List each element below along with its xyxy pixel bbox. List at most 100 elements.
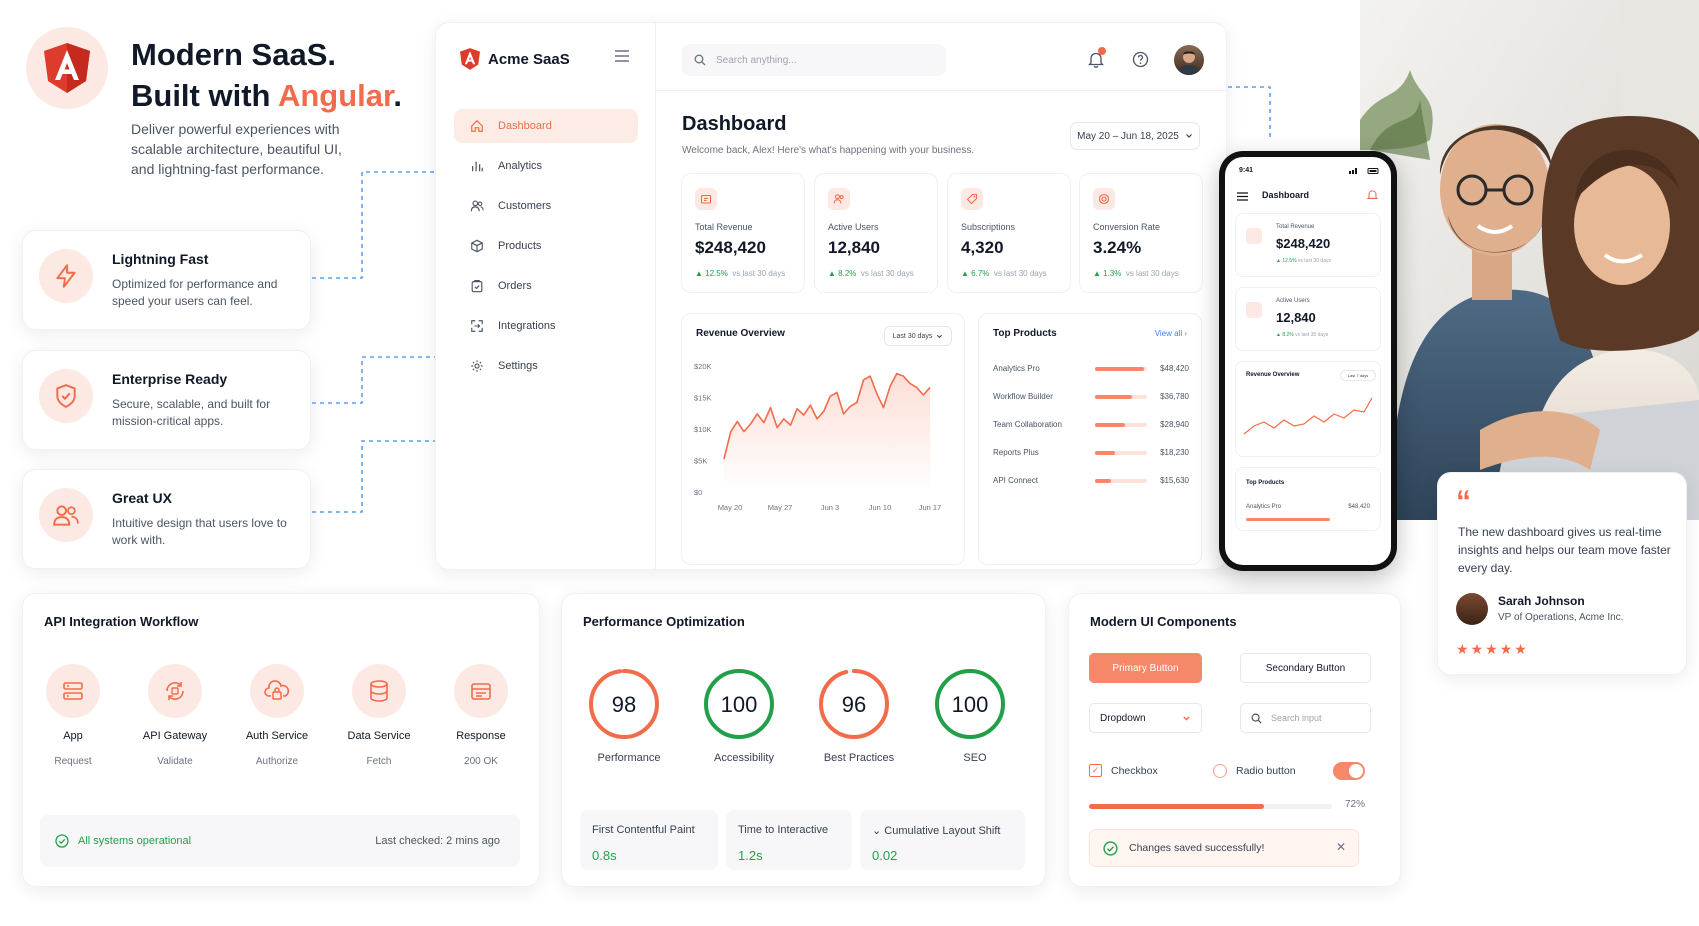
step-sub: 200 OK [464,756,498,767]
revenue-filter-dropdown[interactable]: Last 30 days [884,326,952,346]
kpi-change: ▲ 6.7% vs last 30 days [961,269,1047,278]
step-sub: Authorize [255,756,299,767]
mobile-phone-mockup: 9:41 Dashboard Total Revenue $248,420 ▲ … [1219,151,1397,571]
phone-kpi-revenue: Total Revenue $248,420 ▲ 12.5% vs last 3… [1235,213,1381,277]
nav-products[interactable]: Products [454,229,638,263]
search-input-placeholder: Search input [1271,713,1322,723]
x-tick-label: Jun 3 [821,503,839,512]
workflow-step-response: Response 200 OK [436,664,526,767]
phone-kpi-change-value: 8.2% [1282,332,1294,338]
nav-settings[interactable]: Settings [454,349,638,383]
angular-logo [26,27,108,109]
user-avatar[interactable] [1174,45,1204,75]
view-all-label: View all [1154,329,1183,338]
wallet-icon [1246,228,1262,244]
help-button[interactable] [1132,51,1149,68]
close-icon[interactable]: ✕ [1335,840,1346,854]
search-input[interactable]: Search anything... [682,44,946,76]
hero-title-prefix: Built with [131,78,278,113]
metric-label: Time to Interactive [738,824,829,836]
ui-components-card: Modern UI Components Primary Button Seco… [1068,593,1401,887]
phone-bell-icon[interactable] [1367,189,1378,201]
star-icon: ★ [1456,641,1471,657]
x-tick-label: May 27 [768,503,793,512]
gauge-arc [935,669,1005,739]
product-bar [1095,479,1147,483]
testimonial-avatar [1456,593,1488,625]
hero-title-suffix: . [393,78,402,113]
secondary-button[interactable]: Secondary Button [1240,653,1371,683]
progress-label: 72% [1345,799,1366,810]
primary-button[interactable]: Primary Button [1089,653,1202,683]
nav-label: Integrations [498,320,556,332]
nav-dashboard[interactable]: Dashboard [454,109,638,143]
nav-label: Analytics [498,160,543,172]
date-range-picker[interactable]: May 20 – Jun 18, 2025 [1070,122,1200,150]
nav-label: Customers [498,200,552,212]
product-bar-fill [1095,367,1145,371]
home-icon [471,119,483,132]
product-bar-fill [1095,395,1133,399]
metric-label-wrap: ⌄ Cumulative Layout Shift [872,825,1001,837]
y-tick-label: $0 [694,488,702,497]
target-icon [1093,188,1115,210]
x-tick-label: Jun 10 [869,503,892,512]
metric-cls: ⌄ Cumulative Layout Shift 0.02 [860,810,1025,870]
status-text: All systems operational [78,835,192,847]
radio-label: Radio button [1236,765,1296,777]
product-row: Team Collaboration $28,940 [993,420,1189,432]
users-icon [39,488,93,542]
hero-description: Deliver powerful experiences with scalab… [131,121,342,177]
search-input-demo[interactable]: Search input [1240,703,1371,733]
phone-menu-icon[interactable] [1237,192,1248,201]
kpi-label: Conversion Rate [1093,222,1161,232]
kpi-value: 12,840 [828,238,880,257]
product-name: Analytics Pro [993,364,1040,373]
gear-icon [471,360,483,372]
phone-chart-filter[interactable]: Last 7 days [1340,370,1376,381]
product-value: $18,230 [1160,448,1189,457]
checkbox-label: Checkbox [1111,764,1158,777]
ui-title: Modern UI Components [1090,614,1237,629]
product-bar-fill [1095,479,1112,483]
x-tick-label: May 20 [718,503,743,512]
notification-button[interactable] [1088,47,1106,68]
kpi-label: Total Revenue [695,222,753,232]
phone-chart-title: Revenue Overview [1246,372,1300,378]
kpi-card-users: Active Users 12,840 ▲ 8.2% vs last 30 da… [814,173,938,293]
notification-dot [1098,47,1106,55]
nav-label: Orders [498,280,532,292]
phone-product-name: Analytics Pro [1246,504,1282,510]
brand[interactable]: Acme SaaS [460,48,570,70]
feature-desc: Intuitive design that users love to work… [112,516,287,547]
kpi-change-value: 6.7% [971,269,990,278]
metric-label: First Contentful Paint [592,824,695,836]
bar-chart-icon [472,161,483,172]
y-tick-label: $15K [694,394,712,403]
hamburger-menu-icon[interactable] [614,49,630,63]
view-all-link[interactable]: View all › [1154,329,1187,338]
toggle-knob [1349,764,1363,778]
checkbox[interactable]: ✓ Checkbox [1089,764,1158,777]
dropdown[interactable]: Dropdown [1089,703,1202,733]
kpi-value: $248,420 [695,238,766,257]
product-bar [1095,395,1147,399]
testimonial-quote: The new dashboard gives us real-time ins… [1458,525,1671,575]
toggle-switch[interactable] [1333,762,1365,780]
angular-brand-icon [460,48,480,70]
radio-button[interactable]: Radio button [1213,764,1296,778]
metric-value: 1.2s [738,848,763,863]
gateway-icon [148,664,202,718]
nav-analytics[interactable]: Analytics [454,149,638,183]
nav-orders[interactable]: Orders [454,269,638,303]
gauge-arc [589,669,659,739]
response-icon [454,664,508,718]
product-bar [1095,367,1147,371]
score-best-practices: 96 Best Practices [814,664,904,764]
product-bar-fill [1095,423,1125,427]
nav-label: Products [498,240,542,252]
hero-title: Modern SaaS. Built with Angular. [131,34,402,116]
nav-customers[interactable]: Customers [454,189,638,223]
page-title: Dashboard [682,113,787,135]
nav-integrations[interactable]: Integrations [454,309,638,343]
